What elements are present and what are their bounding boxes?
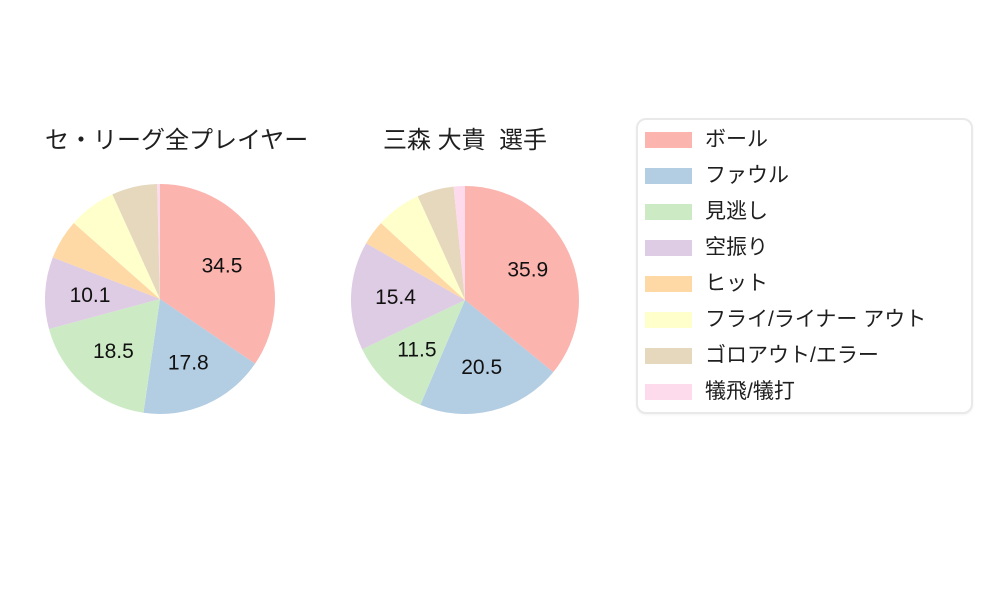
legend-swatch: [645, 204, 692, 220]
pie-slice-foul[interactable]: [420, 300, 554, 415]
legend-item-foul[interactable]: ファウル: [645, 158, 971, 194]
slice-value-label-swinging-strike: 10.1: [70, 284, 111, 307]
legend-item-sacrifice[interactable]: 犠飛/犠打: [645, 374, 971, 410]
legend-swatch: [645, 240, 692, 256]
pie-slice-ball[interactable]: [160, 184, 275, 364]
legend-item-ground-out-error[interactable]: ゴロアウト/エラー: [645, 338, 971, 374]
pie-slice-swinging-strike[interactable]: [350, 243, 465, 350]
legend-swatch: [645, 168, 692, 184]
pie-slice-called-strike[interactable]: [362, 300, 465, 405]
slice-value-label-ball: 35.9: [507, 259, 548, 282]
legend-label: 空振り: [705, 236, 768, 259]
legend-swatch: [645, 276, 692, 292]
legend-swatch: [645, 132, 692, 148]
pie-slice-foul[interactable]: [143, 299, 256, 414]
legend-swatch: [645, 384, 692, 400]
slice-value-label-foul: 17.8: [168, 352, 209, 375]
legend-swatch: [645, 312, 692, 328]
legend-item-called-strike[interactable]: 見逃し: [645, 194, 971, 230]
pie-chart-league: 34.5 17.8 18.5 10.1: [44, 184, 275, 414]
legend-label: フライ/ライナー アウト: [705, 308, 927, 331]
pie-slice-ball[interactable]: [465, 186, 579, 373]
pie-slice-swinging-strike[interactable]: [44, 257, 160, 329]
legend-label: ゴロアウト/エラー: [705, 344, 879, 367]
legend-item-fly-liner-out[interactable]: フライ/ライナー アウト: [645, 302, 971, 338]
pie-slice-fly-liner-out[interactable]: [73, 194, 160, 299]
legend-item-swinging-strike[interactable]: 空振り: [645, 230, 971, 266]
slice-value-label-called-strike: 18.5: [93, 340, 134, 363]
legend: ボールファウル見逃し空振りヒットフライ/ライナー アウト ゴロアウト/エラー 犠飛/…: [636, 118, 973, 414]
chart-title-league: セ・リーグ全プレイヤー: [45, 127, 309, 154]
slice-value-label-foul: 20.5: [461, 356, 502, 379]
pie-slice-ground-out-error[interactable]: [112, 184, 160, 299]
legend-swatch: [645, 348, 692, 364]
chart-title-player: 三森 大貴 選手: [382, 127, 547, 154]
slice-value-label-swinging-strike: 15.4: [375, 286, 416, 309]
pie-slice-hit[interactable]: [52, 222, 161, 299]
legend-label: ボール: [705, 128, 768, 151]
pie-chart-player: 35.9 20.5 11.5 15.4: [350, 186, 579, 415]
pie-slice-ground-out-error[interactable]: [417, 186, 465, 300]
legend-label: 犠飛/犠打: [705, 380, 795, 403]
pie-slice-sacrifice[interactable]: [453, 186, 465, 300]
slice-value-label-called-strike: 11.5: [397, 339, 436, 362]
legend-item-hit[interactable]: ヒット: [645, 266, 971, 302]
pie-slice-called-strike[interactable]: [48, 299, 161, 413]
pie-slice-sacrifice[interactable]: [157, 184, 160, 299]
slice-value-label-ball: 34.5: [202, 255, 243, 278]
legend-label: ヒット: [705, 272, 768, 295]
legend-label: ファウル: [705, 164, 789, 187]
pie-slice-fly-liner-out[interactable]: [380, 196, 465, 300]
legend-label: 見逃し: [705, 200, 768, 223]
pie-slice-hit[interactable]: [366, 223, 465, 300]
legend-item-ball[interactable]: ボール: [645, 122, 971, 158]
